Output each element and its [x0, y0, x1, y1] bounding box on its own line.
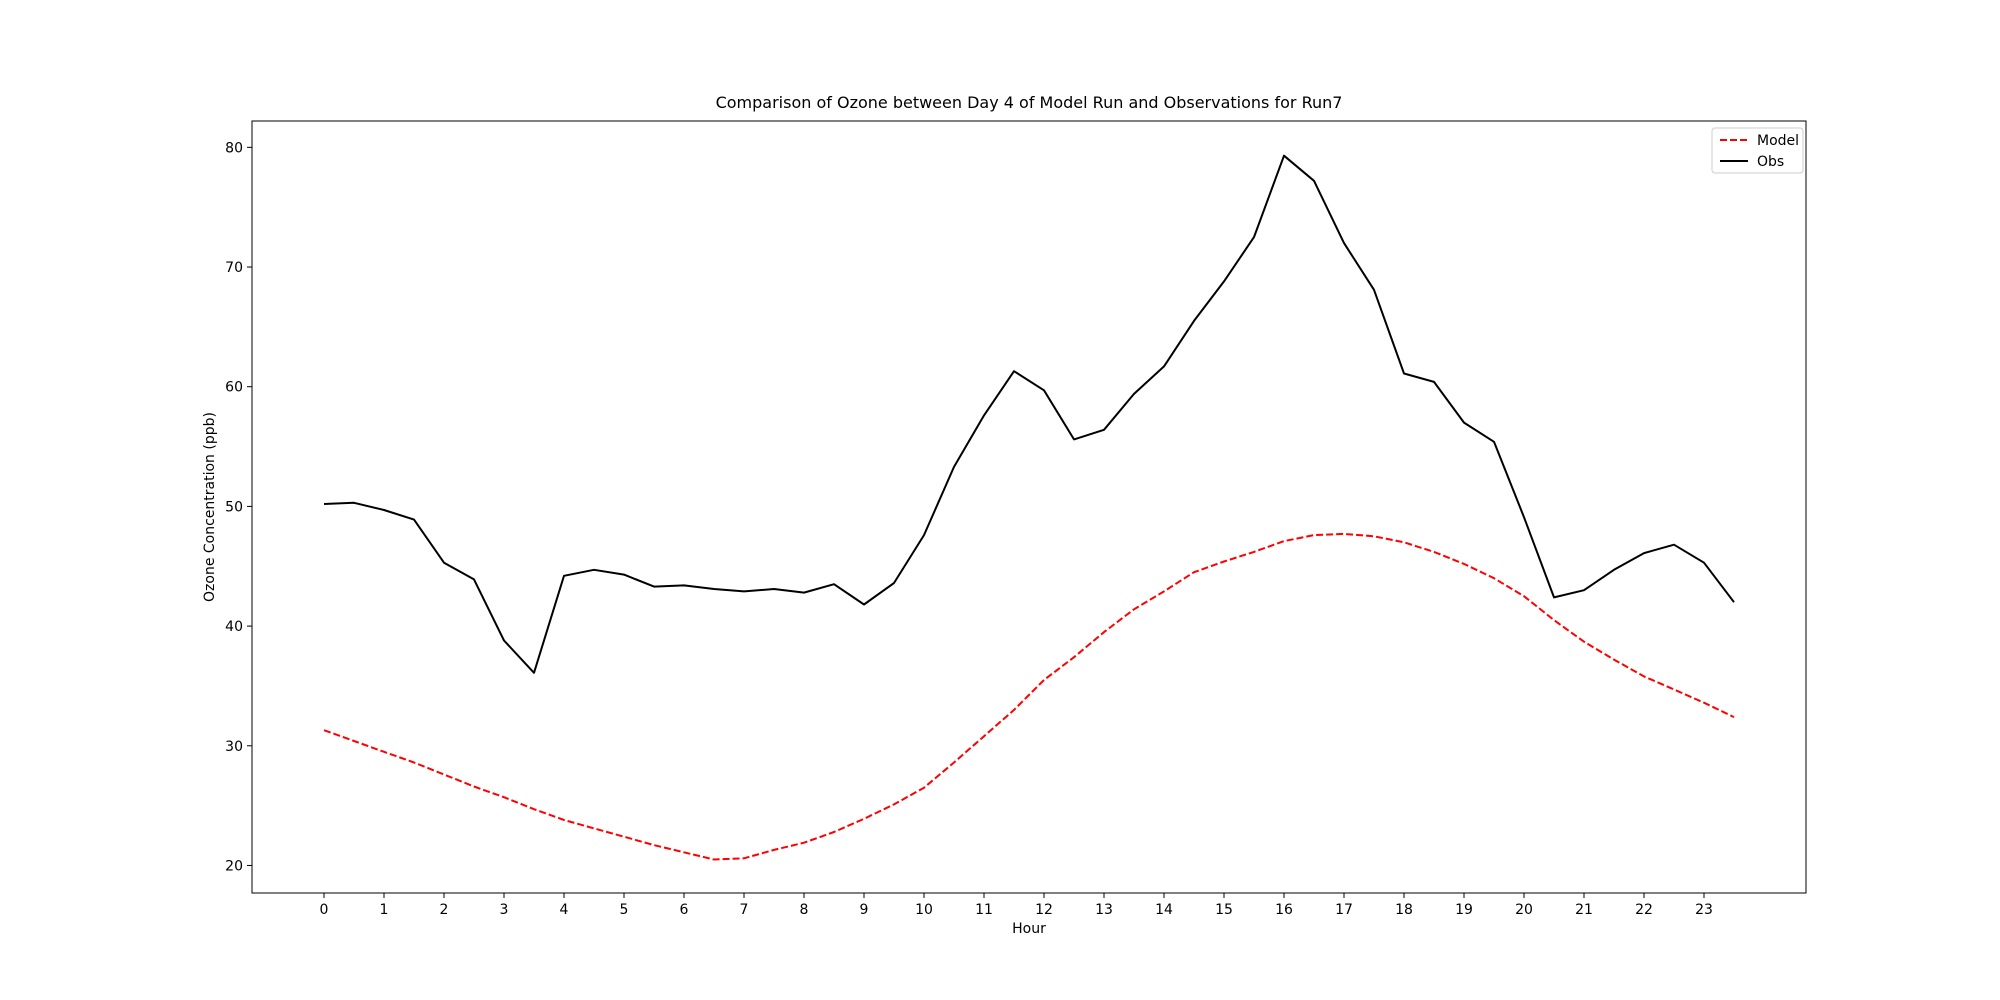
x-tick-label: 23: [1695, 902, 1713, 918]
legend: Model Obs: [1711, 127, 1804, 174]
x-tick-label: 22: [1635, 902, 1653, 918]
x-tick-label: 12: [1035, 902, 1053, 918]
x-tick-label: 5: [620, 902, 629, 918]
y-tick-label: 20: [225, 858, 243, 874]
y-axis: 20 30 40 50 60 70 80: [225, 140, 252, 874]
y-tick-label: 60: [225, 380, 243, 396]
x-tick-label: 8: [800, 902, 809, 918]
x-tick-label: 1: [380, 902, 389, 918]
x-tick-label: 14: [1155, 902, 1173, 918]
x-tick-label: 9: [860, 902, 869, 918]
x-tick-label: 4: [560, 902, 569, 918]
x-tick-label: 0: [320, 902, 329, 918]
x-tick-label: 17: [1335, 902, 1353, 918]
x-tick-label: 19: [1455, 902, 1473, 918]
x-tick-label: 2: [440, 902, 449, 918]
x-tick-label: 6: [680, 902, 689, 918]
y-tick-label: 40: [225, 619, 243, 635]
x-axis: 0 1 2 3 4 5 6 7 8 9 10 11 12 13 14 15 16 17 18 19 20 21 22 23: [320, 893, 1713, 918]
series-line-obs: [323, 154, 1735, 674]
y-tick-label: 30: [225, 739, 243, 755]
x-tick-label: 11: [975, 902, 993, 918]
plot-area-frame: [251, 120, 1807, 894]
y-tick-label: 80: [225, 140, 243, 156]
x-tick-label: 18: [1395, 902, 1413, 918]
series-layer: [323, 154, 1735, 861]
chart-title: Comparison of Ozone between Day 4 of Mod…: [716, 93, 1343, 112]
x-tick-label: 13: [1095, 902, 1113, 918]
x-tick-label: 3: [500, 902, 509, 918]
y-axis-label: Ozone Concentration (ppb): [202, 412, 218, 602]
series-line-model: [323, 532, 1735, 861]
x-tick-label: 10: [915, 902, 933, 918]
x-tick-label: 7: [740, 902, 749, 918]
x-axis-label: Hour: [1012, 921, 1046, 937]
x-tick-label: 20: [1515, 902, 1533, 918]
x-tick-label: 21: [1575, 902, 1593, 918]
x-tick-label: 15: [1215, 902, 1233, 918]
x-tick-label: 16: [1275, 902, 1293, 918]
legend-label-model: Model: [1757, 133, 1799, 149]
y-tick-label: 50: [225, 499, 243, 515]
y-tick-label: 70: [225, 260, 243, 276]
legend-label-obs: Obs: [1757, 154, 1784, 170]
